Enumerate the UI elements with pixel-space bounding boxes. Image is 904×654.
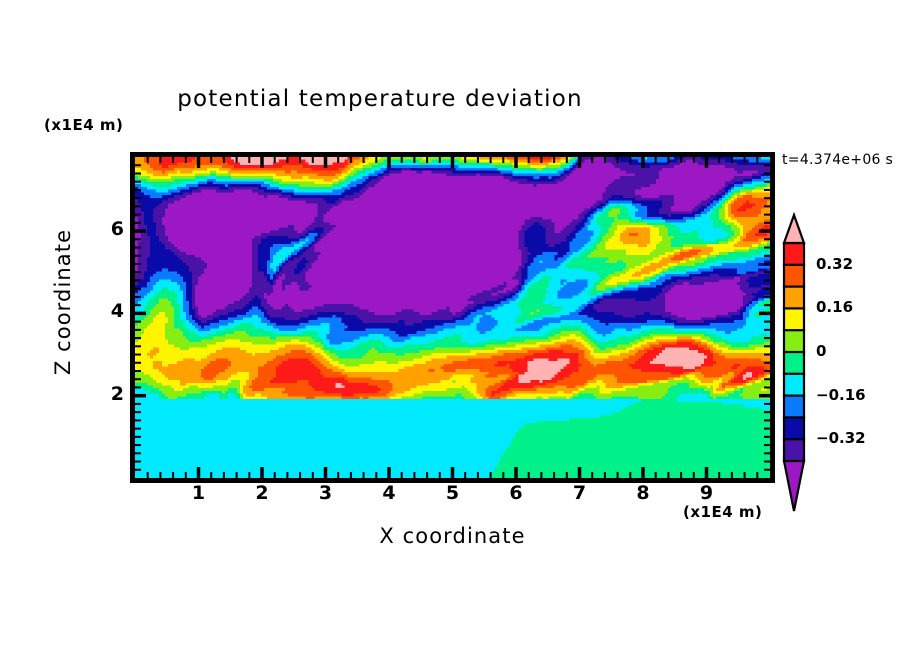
x-axis-title: X coordinate [379, 524, 526, 548]
x-tick-label: 6 [509, 482, 523, 504]
x-tick-label: 2 [255, 482, 269, 504]
x-tick-label: 4 [382, 482, 396, 504]
time-annotation: t=4.374e+06 s [782, 152, 894, 168]
y-tick-label: 2 [110, 382, 124, 405]
colorbar-tick-label: −0.32 [816, 429, 866, 448]
colorbar-tick-label: 0 [816, 342, 827, 360]
x-axis-unit-label: (x1E4 m) [683, 503, 763, 521]
y-tick-label: 6 [110, 218, 124, 241]
x-tick-label: 9 [699, 482, 714, 504]
y-tick-label: 4 [110, 300, 124, 323]
colorbar-tick-label: 0.16 [816, 298, 854, 317]
x-tick-label: 8 [636, 482, 650, 504]
x-tick-label: 3 [318, 482, 333, 504]
y-axis-unit-label: (x1E4 m) [44, 116, 124, 134]
x-tick-label: 5 [445, 482, 460, 504]
x-tick-label: 1 [191, 482, 206, 504]
colorbar-tick-label: 0.32 [816, 254, 854, 273]
page-title: potential temperature deviation [177, 86, 583, 112]
colorbar-tick-label: −0.16 [816, 385, 866, 404]
x-tick-label: 7 [572, 482, 587, 504]
